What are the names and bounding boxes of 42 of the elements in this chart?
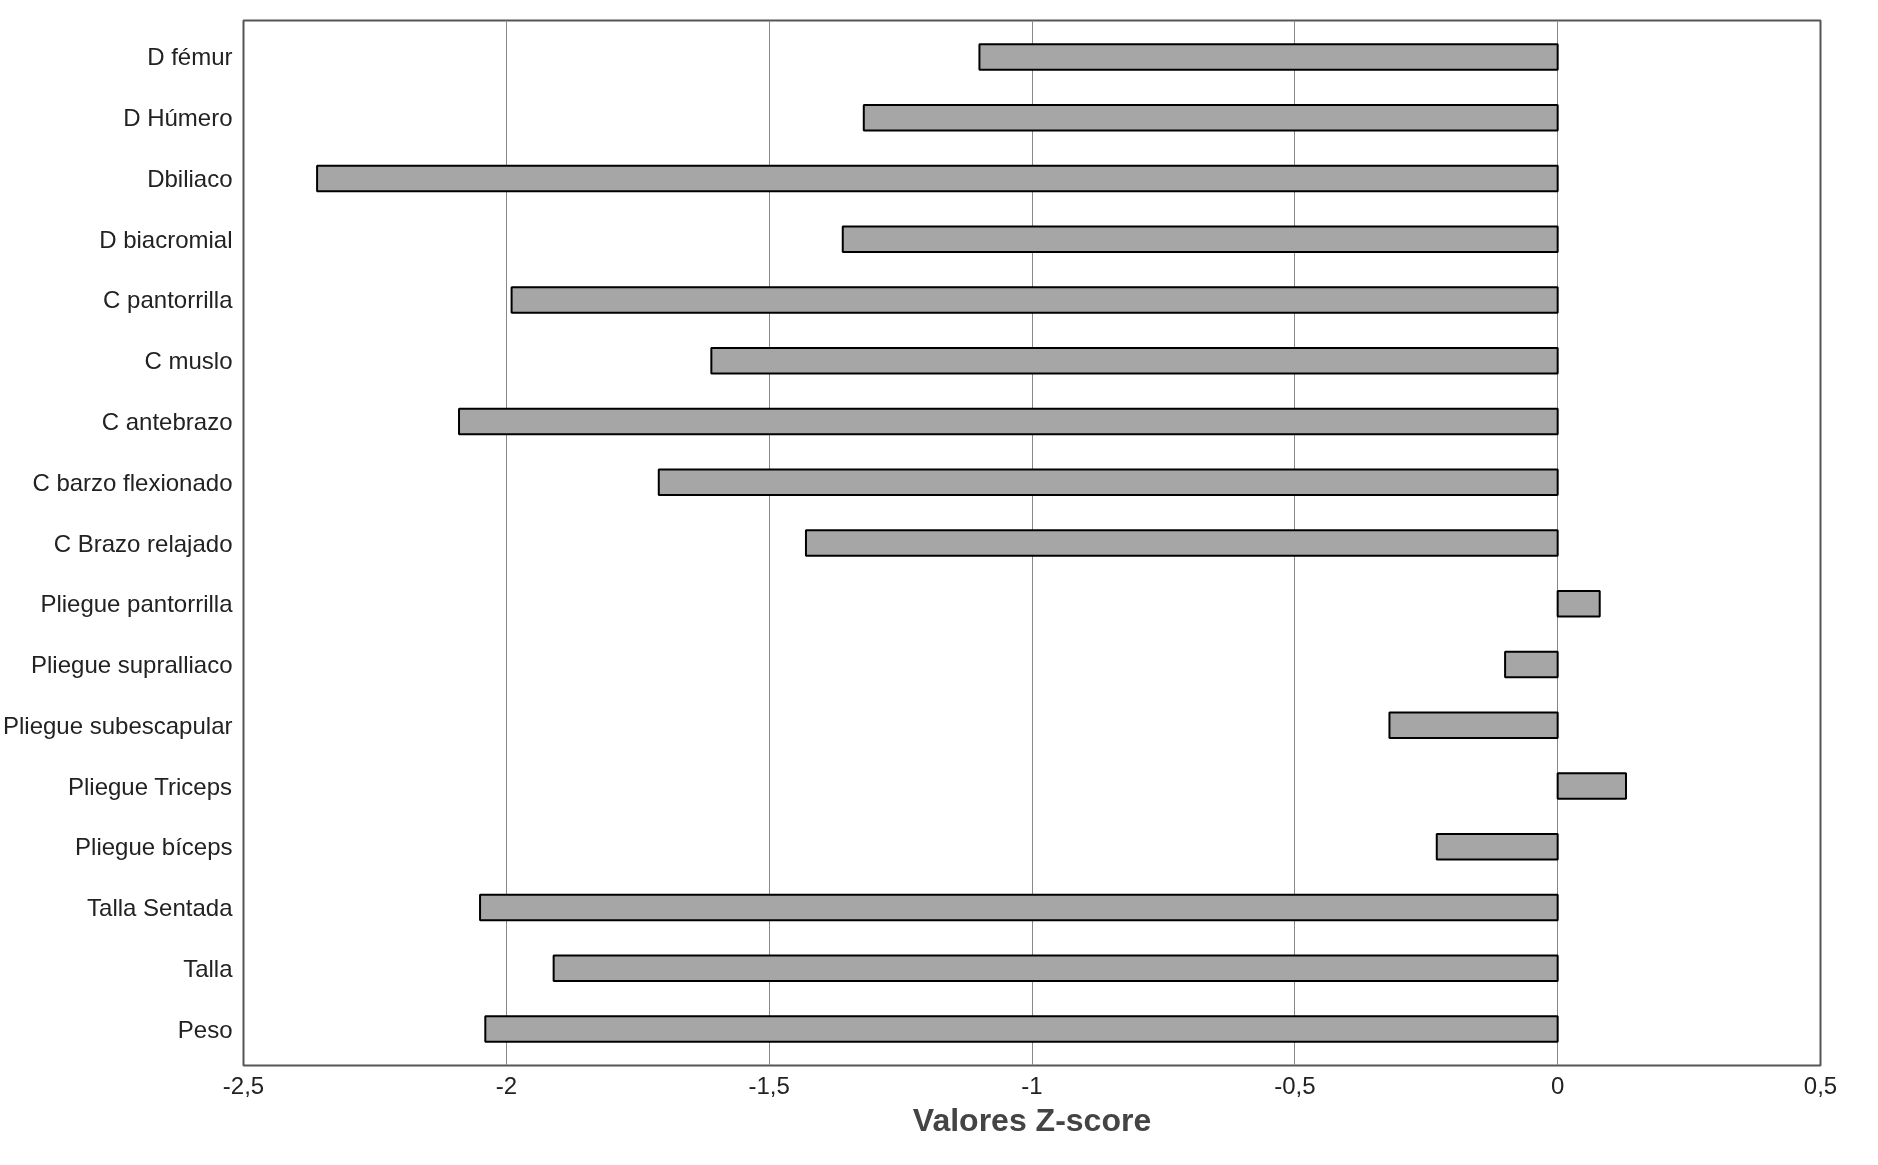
bar [657, 468, 1559, 496]
y-tick-label: Peso [177, 1015, 233, 1043]
bar [1388, 711, 1559, 740]
bar [510, 286, 1559, 314]
y-tick-label: Pliegue subescapular [3, 711, 233, 739]
bar [1556, 590, 1601, 618]
x-axis-title: Valores Z-score [912, 1101, 1152, 1138]
bar [1504, 650, 1559, 679]
x-tick-label: 0 [1550, 1071, 1565, 1099]
bar [978, 43, 1559, 71]
x-tick-label: 0,5 [1803, 1071, 1838, 1099]
y-tick-label: Pliegue supralliaco [31, 651, 233, 679]
y-tick-label: D Húmero [123, 104, 233, 132]
y-tick-label: D biacromial [99, 225, 233, 253]
bar [484, 1015, 1559, 1043]
y-tick-label: Pliegue Triceps [67, 772, 233, 800]
x-tick-label: -0,5 [1274, 1071, 1316, 1099]
y-tick-label: Pliegue pantorrilla [40, 590, 234, 618]
x-tick-label: -1 [1021, 1071, 1043, 1099]
y-tick-label: C barzo flexionado [32, 468, 233, 496]
y-tick-label: Talla Sentada [87, 894, 234, 922]
bar [458, 407, 1559, 436]
y-tick-label: Dbiliaco [147, 164, 233, 192]
bar [479, 893, 1559, 922]
bar [710, 346, 1559, 375]
y-tick-label: D fémur [147, 43, 233, 71]
bar [862, 103, 1559, 132]
y-tick-label: Pliegue bíceps [75, 833, 233, 861]
bar [1435, 833, 1559, 861]
y-tick-label: Talla [183, 954, 234, 982]
y-tick-label: C Brazo relajado [53, 529, 233, 557]
bar [316, 164, 1559, 193]
x-tick-label: -2,5 [222, 1071, 265, 1099]
y-tick-label: C antebrazo [101, 407, 233, 435]
bar [804, 529, 1559, 557]
x-tick-label: -2 [495, 1071, 518, 1099]
bar [841, 225, 1559, 253]
y-tick-label: C muslo [144, 347, 233, 375]
x-tick-label: -1,5 [748, 1071, 790, 1099]
y-tick-label: C pantorrilla [103, 286, 234, 314]
bar [552, 954, 1559, 983]
bar [1556, 772, 1627, 800]
